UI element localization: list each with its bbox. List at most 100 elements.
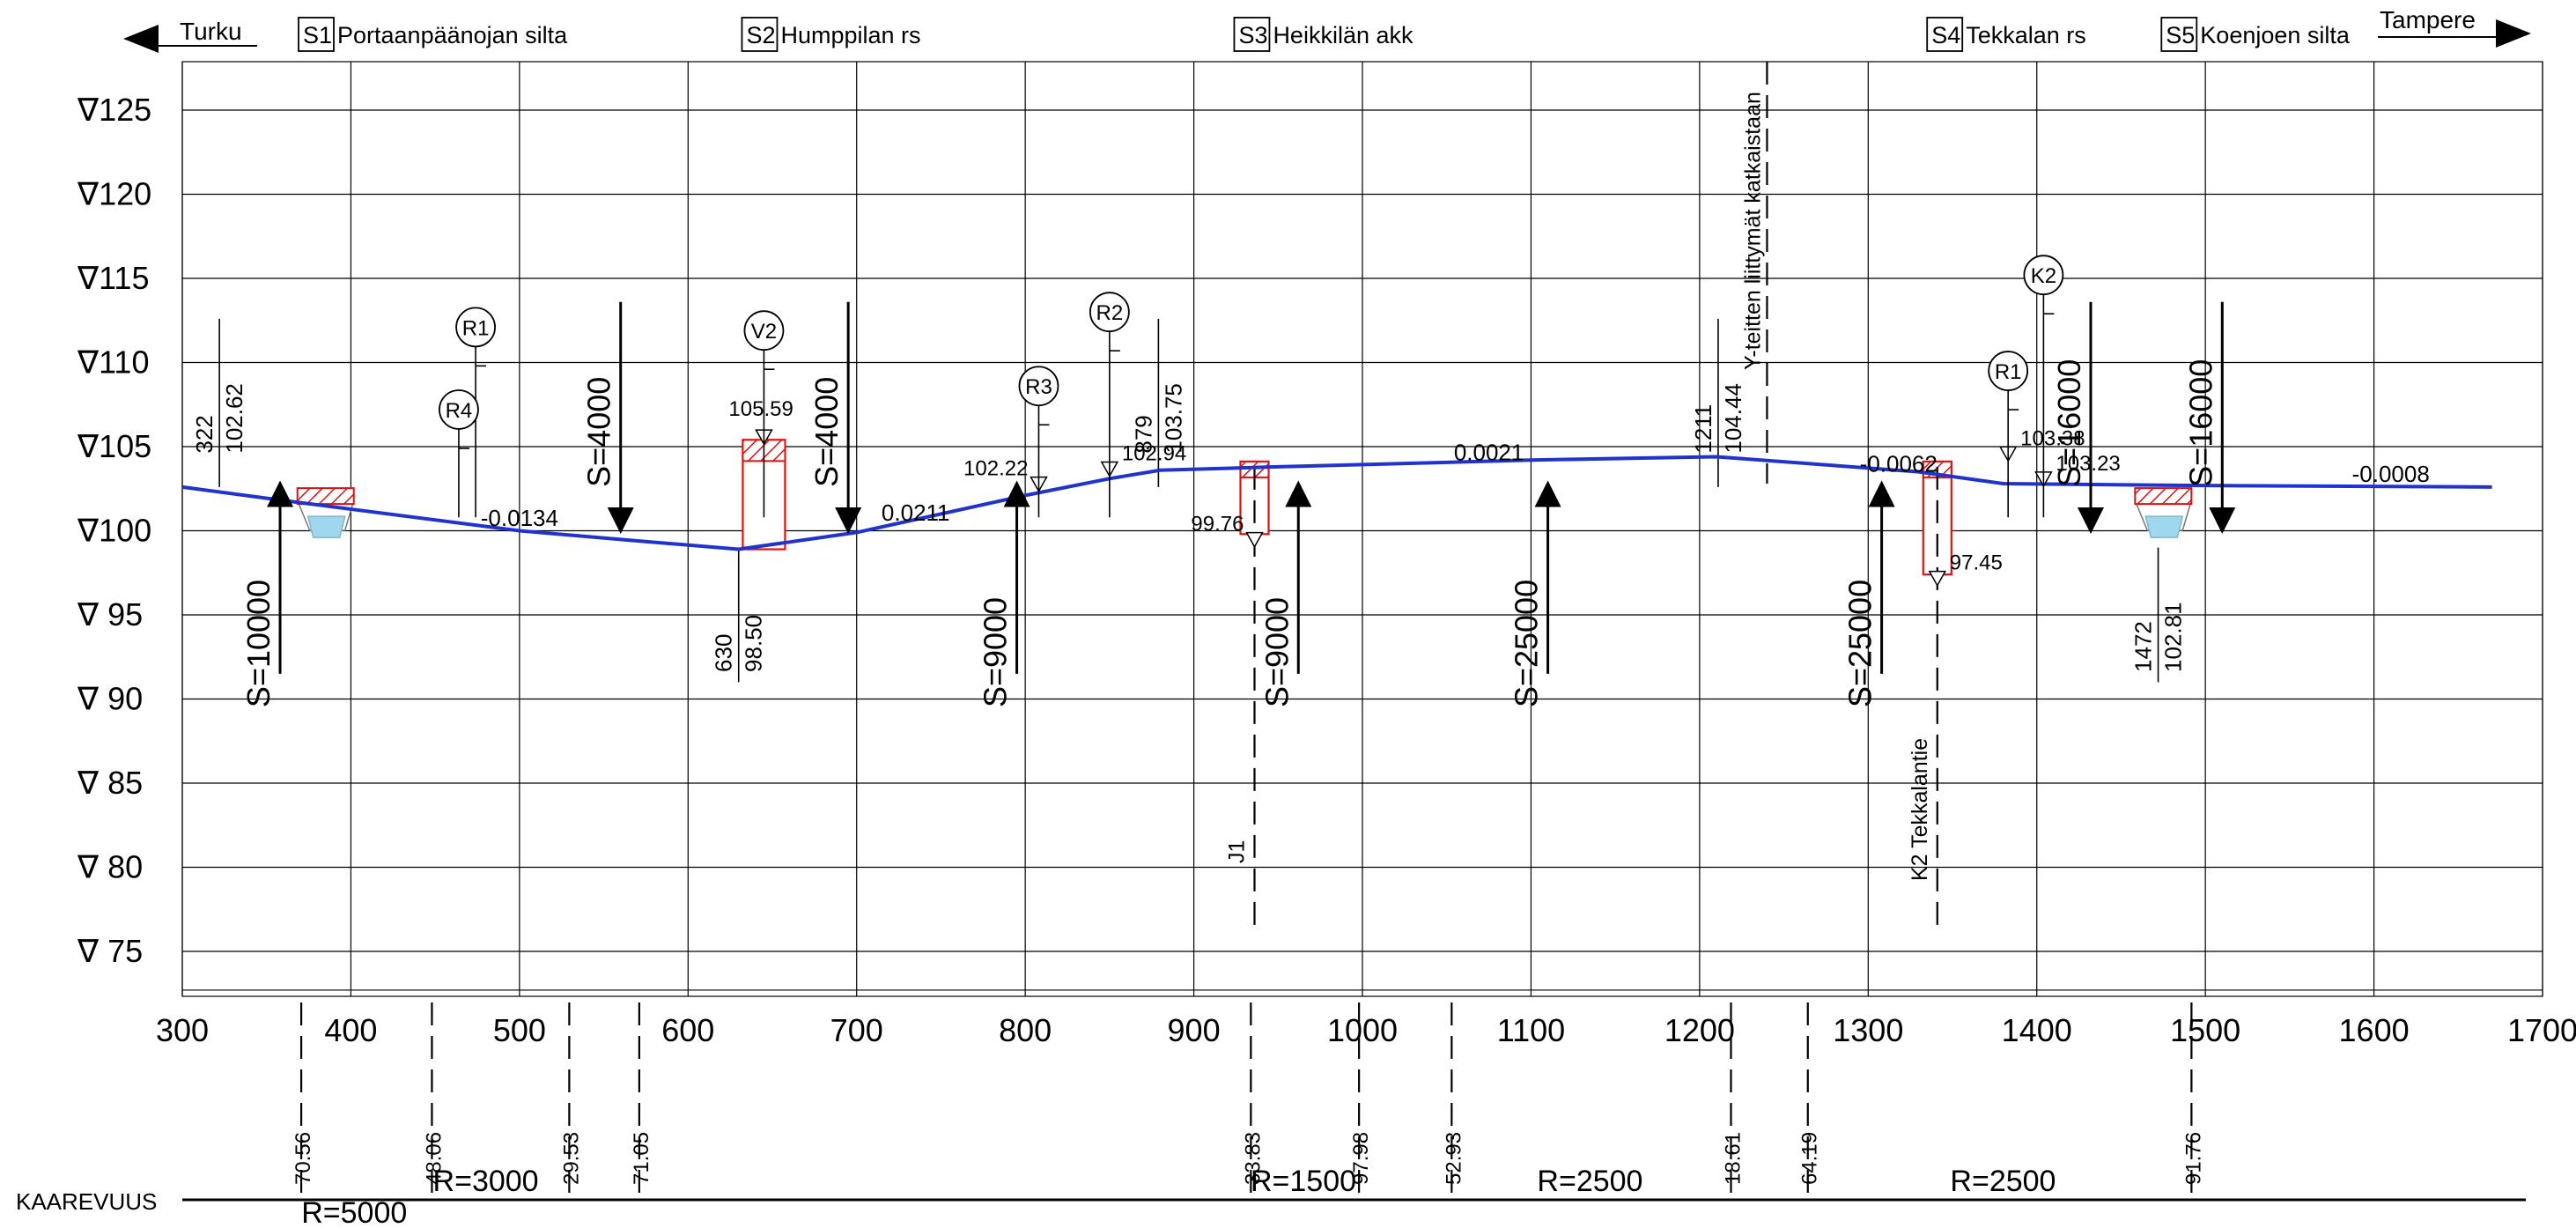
stream-water [306, 515, 346, 538]
breakpoint-elevation: 103.75 [1160, 383, 1186, 454]
elevation-label: ∇100 [77, 513, 151, 549]
symbol-label: R2 [1096, 301, 1124, 325]
symbol-circle-icon [1018, 366, 1059, 407]
elevation-label: ∇ 80 [77, 849, 143, 885]
note-label: Y-teitten liittymät katkaistaan [1740, 92, 1765, 370]
chainage-label: 300 [156, 1012, 209, 1048]
chainage-label: 1700 [2507, 1012, 2576, 1048]
kaarevuus-tick-label: 29.53 [559, 1132, 583, 1185]
elevation-label: ∇105 [77, 428, 151, 464]
direction-left: Turku [123, 18, 257, 53]
symbol-label: R4 [446, 399, 473, 423]
curve-label: S=25000 [1842, 580, 1878, 707]
elevation-axis: ∇125 ∇120 ∇115 ∇110 ∇105 ∇100 ∇ 95 ∇ 90 ∇ 85 ∇ 80… [77, 92, 151, 969]
kaarevuus-tick-label: 33.83 [1241, 1132, 1265, 1185]
symbol-label: R1 [462, 316, 490, 340]
profile-markers: S=10000 S=4000 S=4000 S=9000 S=9000 S=25000 S=… [240, 255, 2430, 707]
symbol-label: V2 [751, 320, 777, 344]
breakpoint-station: 1211 [1690, 404, 1716, 454]
level-triangle-icon [1928, 570, 1947, 588]
elevation-label: ∇ 85 [77, 765, 143, 801]
chainage-label: 1600 [2339, 1012, 2410, 1048]
breakpoint-elevation: 102.81 [2160, 602, 2187, 672]
symbol-label: K2 [2031, 264, 2056, 288]
level-label: 105.59 [728, 397, 793, 421]
kaarevuus-tick-label: 64.19 [1798, 1132, 1822, 1185]
station-name: Heikkilän akk [1273, 22, 1413, 48]
curve-label: S=4000 [581, 377, 617, 487]
kaarevuus-label: KAAREVUUS [16, 1188, 157, 1215]
header-bar: Turku Tampere S1 Portaanpäänojan silta S2 H… [123, 6, 2531, 53]
curve-label: S=10000 [240, 580, 277, 707]
station-code: S4 [1931, 22, 1960, 48]
chainage-label: 1100 [1497, 1012, 1565, 1048]
grade-label: -0.0134 [481, 505, 558, 531]
symbol-circle-icon [2023, 255, 2064, 296]
station-code-box [1233, 17, 1271, 52]
level-label: 102.22 [963, 457, 1028, 481]
curve-label: S=4000 [808, 377, 845, 487]
symbol-circle-icon [1988, 351, 2029, 391]
direction-left-label: Turku [180, 18, 242, 45]
direction-right: Tampere [2378, 6, 2531, 48]
kaarevuus-band: KAAREVUUS 70.56 48.06 29.53 71.05 33.83 97.98… [16, 1002, 2526, 1228]
profile-line [181, 455, 2492, 551]
elevation-label: ∇ 75 [77, 933, 143, 969]
symbol-label: R3 [1025, 375, 1052, 399]
level-label: 99.76 [1191, 513, 1244, 536]
breakpoint-station: 322 [191, 415, 218, 453]
station-code: S5 [2166, 22, 2195, 48]
station-code: S2 [746, 22, 775, 48]
chainage-label: 1500 [2170, 1012, 2240, 1048]
kaarevuus-radius: R=3000 [433, 1165, 539, 1198]
curve-label: S=16000 [2051, 359, 2087, 487]
station-name: Koenjoen silta [2200, 22, 2351, 48]
station-code-box [741, 17, 779, 52]
grade-label: -0.0008 [2352, 461, 2430, 487]
stream-water [2144, 515, 2184, 538]
level-label: 102.94 [1122, 441, 1186, 465]
station-code-box [298, 17, 335, 52]
grade-label: 0.0021 [1454, 439, 1524, 465]
station-list: S1 Portaanpäänojan silta S2 Humppilan rs S3 H… [298, 17, 2351, 52]
level-triangle-icon [1245, 531, 1264, 549]
breakpoint-elevation: 98.50 [741, 615, 767, 672]
station-code-box [2160, 17, 2198, 52]
breakpoint-elevation: 104.44 [1720, 383, 1746, 454]
symbol-label: R1 [1995, 360, 2022, 384]
station-name: Humppilan rs [780, 22, 920, 48]
curve-label: S=9000 [978, 597, 1014, 707]
chainage-label: 1000 [1327, 1012, 1398, 1048]
kaarevuus-tick-label: 52.93 [1442, 1132, 1465, 1185]
chainage-label: 1300 [1833, 1012, 1903, 1048]
chainage-axis: 300 400 500 600 700 800 900 1000 1100 1200 1300 140… [156, 1012, 2576, 1048]
symbol-circle-icon [743, 310, 785, 351]
breakpoint-station: 1472 [2130, 621, 2157, 672]
elevation-label: ∇110 [77, 344, 149, 381]
chainage-label: 1200 [1664, 1012, 1735, 1048]
chainage-label: 400 [324, 1012, 377, 1048]
chainage-label: 600 [661, 1012, 714, 1048]
kaarevuus-tick-label: 18.61 [1721, 1132, 1745, 1185]
breakpoint-station: 630 [711, 634, 737, 672]
level-label: 103.38 [2020, 426, 2085, 450]
breakpoint-station: 879 [1130, 415, 1156, 453]
grade-label: 0.0211 [882, 499, 950, 526]
breakpoint-elevation: 102.62 [221, 383, 247, 454]
chainage-label: 1400 [2002, 1012, 2072, 1048]
arrow-right-icon [2496, 19, 2531, 48]
kaarevuus-radius: R=5000 [301, 1196, 407, 1228]
kaarevuus-tick-label: 91.76 [2181, 1132, 2205, 1185]
curve-label: S=16000 [2182, 359, 2218, 487]
chainage-label: 700 [830, 1012, 883, 1048]
elevation-label: ∇ 95 [77, 596, 143, 632]
kaarevuus-tick-label: 97.98 [1349, 1132, 1373, 1185]
crossing-label: J1 [1224, 840, 1249, 863]
symbol-circle-icon [1089, 292, 1130, 333]
elevation-label: ∇115 [77, 260, 149, 296]
curve-label: S=25000 [1509, 580, 1545, 707]
symbol-circle-icon [439, 389, 479, 430]
bridge-deck [2134, 487, 2193, 506]
kaarevuus-tick-label: 71.05 [630, 1132, 653, 1185]
